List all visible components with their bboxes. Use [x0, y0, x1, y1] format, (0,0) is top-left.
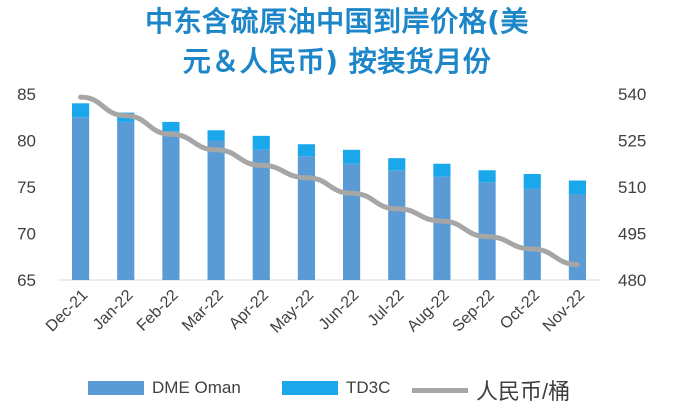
- x-tick-label: Apr-22: [226, 287, 272, 333]
- bar-td3c: [568, 180, 586, 195]
- bar-td3c: [72, 103, 90, 118]
- bar-td3c: [478, 170, 496, 183]
- bar-td3c: [433, 163, 451, 177]
- bar-td3c: [297, 144, 315, 157]
- legend-item-rmb: 人民币/桶: [412, 374, 570, 406]
- x-tick-label: Dec-21: [43, 287, 92, 336]
- x-tick-label: Jun-22: [316, 287, 363, 334]
- legend-label-rmb: 人民币/桶: [476, 379, 571, 404]
- y-left-tick-label: 80: [17, 132, 36, 151]
- x-tick-label: Oct-22: [497, 287, 543, 333]
- chart-title-line-2: 元＆人民币) 按装货月份: [182, 45, 492, 78]
- legend-label-td3c: TD3C: [346, 378, 391, 397]
- legend-label-dme-oman: DME Oman: [152, 378, 241, 397]
- bar-td3c: [252, 135, 270, 150]
- bar-dme-oman: [117, 121, 135, 281]
- bar-dme-oman: [72, 117, 90, 280]
- bar-dme-oman: [568, 194, 586, 280]
- chart-title: 中东含硫原油中国到岸价格(美 元＆人民币) 按装货月份: [40, 2, 634, 82]
- legend-line-rmb: [412, 387, 468, 393]
- chart-legend: DME Oman TD3C 人民币/桶: [0, 372, 674, 408]
- y-left-tick-label: 65: [17, 271, 36, 290]
- bar-td3c: [207, 130, 225, 141]
- legend-item-dme-oman: DME Oman: [88, 378, 241, 398]
- bar-dme-oman: [207, 140, 225, 280]
- bar-dme-oman: [297, 156, 315, 280]
- y-left-tick-label: 85: [17, 85, 36, 104]
- y-right-tick-label: 525: [618, 132, 646, 151]
- line-rmb-series: [78, 94, 580, 267]
- bar-td3c: [388, 158, 406, 171]
- bar-dme-oman: [523, 188, 541, 280]
- x-tick-label: Mar-22: [179, 287, 227, 335]
- bar-dme-oman: [343, 163, 361, 280]
- bar-td3c: [523, 173, 541, 189]
- bar-td3c: [343, 149, 361, 164]
- chart-title-line-1: 中东含硫原油中国到岸价格(美: [145, 5, 529, 38]
- x-tick-label: Sep-22: [449, 287, 498, 336]
- x-tick-label: Jan-22: [90, 287, 137, 334]
- bar-dme-oman: [388, 170, 406, 280]
- y-right-tick-label: 540: [618, 85, 646, 104]
- x-tick-label: May-22: [267, 287, 317, 337]
- bar-dme-oman: [162, 131, 180, 280]
- bar-dme-oman: [433, 176, 451, 280]
- x-tick-label: Nov-22: [540, 287, 589, 336]
- bar-dme-oman: [252, 149, 270, 280]
- bar-dme-oman: [478, 182, 496, 280]
- y-right-tick-label: 495: [618, 225, 646, 244]
- x-tick-label: Aug-22: [404, 287, 453, 336]
- y-right-tick-label: 510: [618, 178, 646, 197]
- legend-swatch-td3c: [282, 381, 338, 395]
- legend-item-td3c: TD3C: [282, 378, 390, 398]
- legend-swatch-dme-oman: [88, 381, 144, 395]
- chart-canvas: 65 70 75 80 85 480 495 510 525 540 Dec-21Jan-22Feb…: [17, 85, 646, 337]
- y-left-tick-label: 70: [17, 225, 36, 244]
- x-tick-label: Feb-22: [134, 287, 182, 335]
- x-tick-label: Jul-22: [365, 287, 408, 330]
- y-right-tick-label: 480: [618, 271, 646, 290]
- bar-td3c: [162, 121, 180, 132]
- y-left-tick-label: 75: [17, 178, 36, 197]
